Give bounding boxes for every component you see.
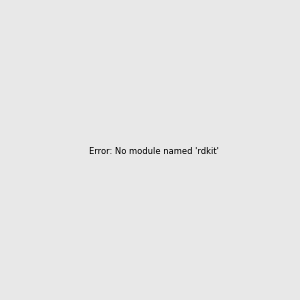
- Text: Error: No module named 'rdkit': Error: No module named 'rdkit': [89, 147, 219, 156]
